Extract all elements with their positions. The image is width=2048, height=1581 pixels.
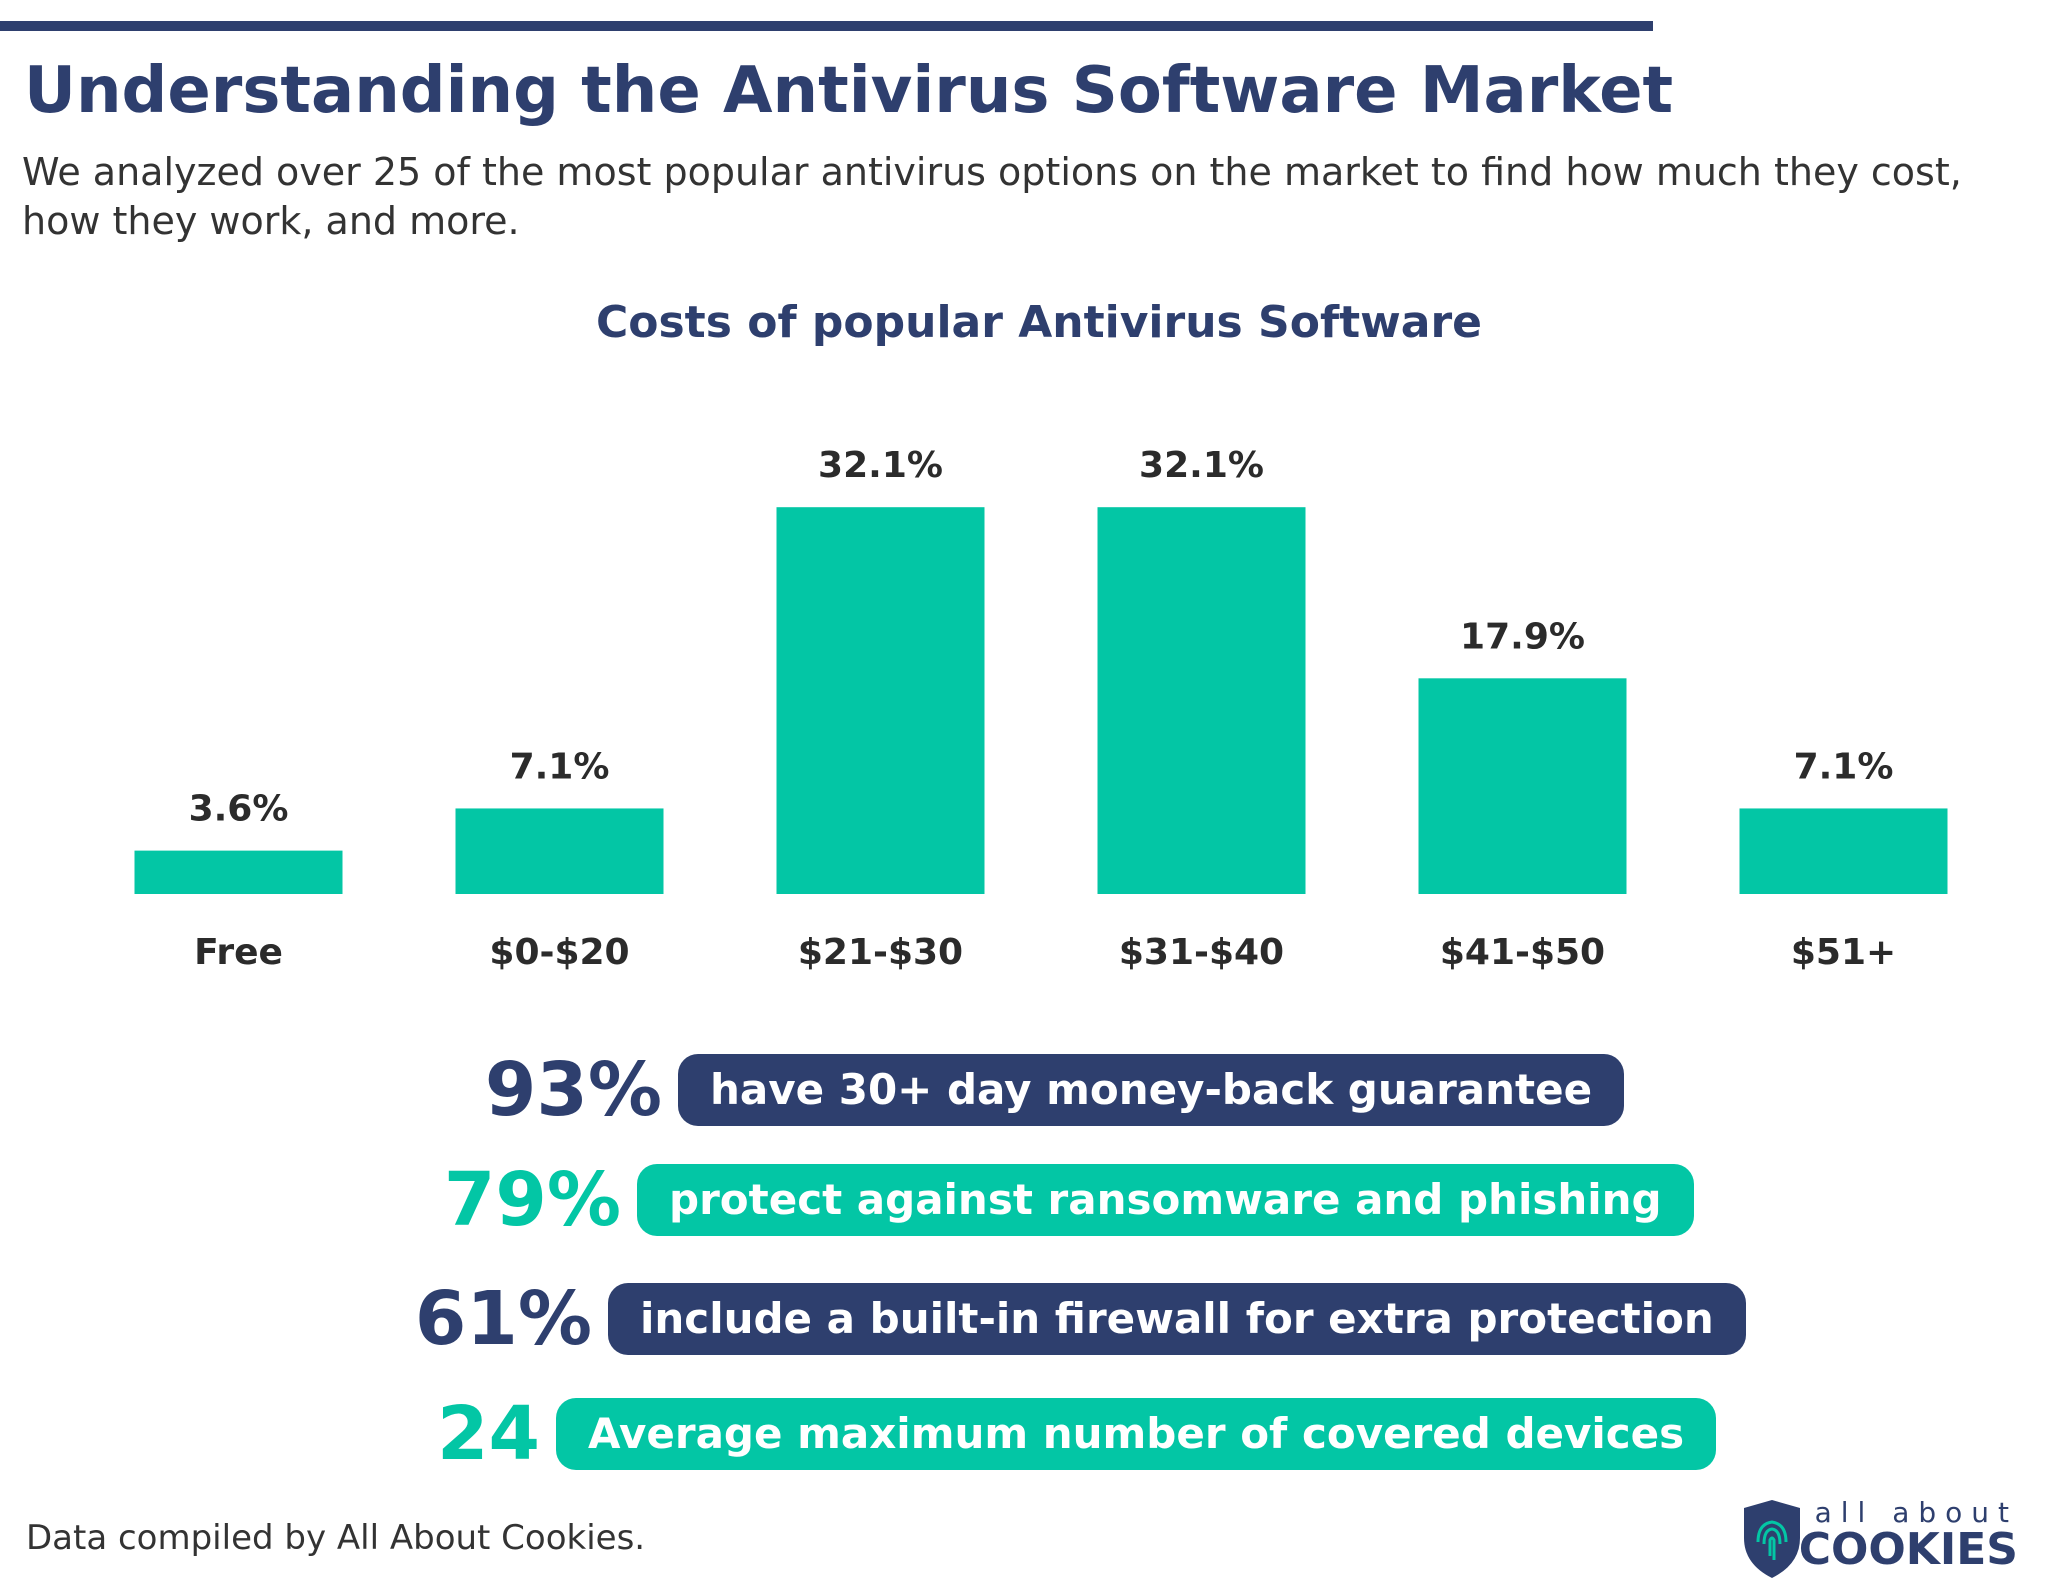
page-title: Understanding the Antivirus Software Mar… — [24, 54, 1674, 128]
stat-figure: 79% — [443, 1157, 621, 1243]
bar — [1097, 507, 1306, 894]
stat-row: 24 Average maximum number of covered devi… — [437, 1391, 1717, 1477]
x-tick-label: $41-$50 — [1440, 932, 1605, 973]
value-label: 7.1% — [1794, 746, 1894, 787]
stat-row: 61% include a built-in firewall for extra… — [415, 1276, 1746, 1362]
bar — [134, 850, 343, 894]
bar — [776, 507, 985, 894]
value-label: 3.6% — [189, 789, 289, 830]
x-tick-label: $0-$20 — [489, 932, 629, 973]
bar — [1739, 808, 1948, 894]
top-rule — [0, 21, 1653, 31]
stat-row: 79% protect against ransomware and phishi… — [444, 1157, 1694, 1243]
x-tick-label: $21-$30 — [798, 932, 963, 973]
x-tick-label: $51+ — [1791, 932, 1896, 973]
stat-pill: include a built-in firewall for extra pr… — [608, 1283, 1746, 1355]
x-tick-label: $31-$40 — [1119, 932, 1284, 973]
stat-pill: protect against ransomware and phishing — [637, 1164, 1694, 1236]
stat-figure: 61% — [414, 1276, 592, 1362]
stat-figure: 24 — [437, 1391, 540, 1477]
value-label: 7.1% — [510, 746, 610, 787]
page-subtitle: We analyzed over 25 of the most popular … — [22, 150, 1962, 243]
bar — [455, 808, 664, 894]
logo-bottom: COOKIES — [1799, 1524, 2018, 1575]
logo-top: all about — [1815, 1498, 2018, 1529]
stat-pill: Average maximum number of covered device… — [556, 1398, 1717, 1470]
logo-print — [1756, 1520, 1788, 1560]
x-tick-label: Free — [194, 932, 283, 973]
stat-row: 93% have 30+ day money-back guarantee — [485, 1047, 1625, 1133]
value-label: 32.1% — [818, 445, 943, 486]
stat-pill: have 30+ day money-back guarantee — [678, 1054, 1625, 1126]
chart: Costs of popular Antivirus Software 3.6%… — [134, 297, 1948, 973]
logo: all about COOKIES — [1744, 1498, 2018, 1578]
chart-title: Costs of popular Antivirus Software — [596, 297, 1482, 348]
stat-figure: 93% — [484, 1047, 662, 1133]
value-label: 32.1% — [1139, 445, 1264, 486]
value-label: 17.9% — [1460, 616, 1585, 657]
bar — [1418, 678, 1627, 894]
footer: Data compiled by All About Cookies. — [26, 1518, 646, 1558]
